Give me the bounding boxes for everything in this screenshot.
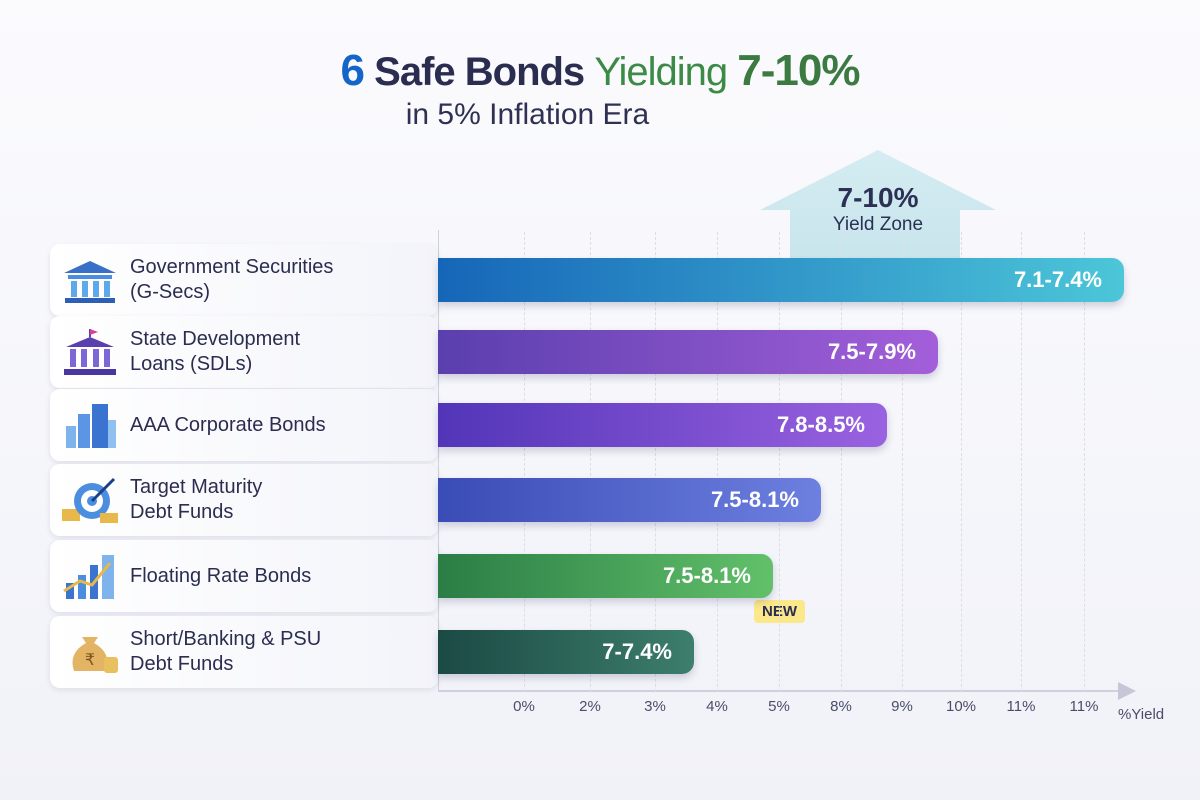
title-range: 7-10% bbox=[737, 46, 860, 95]
yield-zone-arrow: 7-10% Yield Zone bbox=[760, 150, 996, 270]
bar-data-label: 7.5-8.1% bbox=[662, 563, 751, 588]
x-tick-label: 0% bbox=[513, 698, 535, 715]
yield-zone-value: 7-10% bbox=[837, 182, 919, 213]
category-card: AAA Corporate Bonds bbox=[50, 389, 438, 461]
bar-data-label: 7.1-7.4% bbox=[1013, 267, 1102, 292]
bar-data-label: 7-7.4% bbox=[602, 639, 672, 664]
bar-data-label: 7.5-8.1% bbox=[710, 487, 799, 512]
gridline bbox=[655, 232, 656, 692]
chart-subtitle: in 5% Inflation Era bbox=[405, 98, 650, 131]
gridline bbox=[590, 232, 591, 692]
x-axis-label: %Yield bbox=[1118, 706, 1165, 723]
category-label-line: State Development bbox=[130, 328, 301, 350]
x-tick-label: 8% bbox=[830, 698, 852, 715]
x-axis-line bbox=[438, 690, 1126, 692]
category-label-line: Loans (SDLs) bbox=[130, 353, 253, 375]
category-label: State Development Loans (SDLs) bbox=[130, 327, 300, 377]
x-tick-label: 11% bbox=[1006, 698, 1036, 715]
rising-bars-icon bbox=[50, 551, 130, 601]
gridline bbox=[841, 232, 842, 692]
x-tick-label: 4% bbox=[706, 698, 728, 715]
category-label: Target Maturity Debt Funds bbox=[130, 475, 262, 525]
rupee-moneybag-icon: ₹ bbox=[50, 627, 130, 677]
gridline bbox=[1021, 232, 1022, 692]
title-part: Yielding bbox=[594, 50, 728, 94]
yield-zone-label: Yield Zone bbox=[832, 214, 924, 235]
y-axis-line bbox=[438, 230, 439, 692]
gridline bbox=[779, 232, 780, 692]
bar-data-label: 7.8-8.5% bbox=[776, 412, 865, 437]
bank-building-icon bbox=[50, 255, 130, 305]
category-label: Floating Rate Bonds bbox=[130, 564, 311, 589]
category-label: Government Securities (G-Secs) bbox=[130, 255, 333, 305]
bar: 7.1-7.4% bbox=[438, 258, 1124, 302]
up-arrow-icon bbox=[760, 150, 996, 270]
bar: 7.5-7.9% bbox=[438, 330, 938, 374]
state-building-icon bbox=[50, 327, 130, 377]
category-label-line: AAA Corporate Bonds bbox=[130, 413, 326, 436]
category-label-line: Floating Rate Bonds bbox=[130, 564, 312, 587]
gridline bbox=[961, 232, 962, 692]
gridline bbox=[717, 232, 718, 692]
category-label-line: Short/Banking & PSU bbox=[130, 628, 322, 650]
x-tick-label: 9% bbox=[891, 698, 913, 715]
title-number: 6 bbox=[340, 46, 366, 95]
category-label: AAA Corporate Bonds bbox=[130, 413, 326, 438]
bar-data-label: 7.5-7.9% bbox=[827, 339, 916, 364]
chart-title: 6 Safe Bonds Yielding 7-10% bbox=[0, 46, 1200, 96]
category-card: Floating Rate Bonds bbox=[50, 540, 438, 612]
category-card: State Development Loans (SDLs) bbox=[50, 316, 438, 388]
category-label-line: Debt Funds bbox=[130, 501, 234, 523]
x-tick-label: 2% bbox=[579, 698, 601, 715]
category-label-line: Government Securities bbox=[130, 256, 334, 278]
gridline bbox=[902, 232, 903, 692]
category-label: Short/Banking & PSU Debt Funds bbox=[130, 627, 321, 677]
x-tick-label: 3% bbox=[644, 698, 666, 715]
x-tick-label: 11% bbox=[1069, 698, 1099, 715]
gridline bbox=[524, 232, 525, 692]
category-card: Government Securities (G-Secs) bbox=[50, 244, 438, 316]
bar: 7.5-8.1% bbox=[438, 554, 773, 598]
x-tick-label: 10% bbox=[945, 698, 977, 715]
category-label-line: Target Maturity bbox=[130, 476, 263, 498]
category-card: ₹ Short/Banking & PSU Debt Funds bbox=[50, 616, 438, 688]
x-tick-label: 5% bbox=[768, 698, 790, 715]
category-label-line: (G-Secs) bbox=[130, 281, 210, 303]
bar: 7.5-8.1% bbox=[438, 478, 821, 522]
office-tower-icon bbox=[50, 400, 130, 450]
category-card: Target Maturity Debt Funds bbox=[50, 464, 438, 536]
bar: 7.8-8.5% bbox=[438, 403, 887, 447]
category-label-line: Debt Funds bbox=[130, 653, 234, 675]
title-part: Safe Bonds bbox=[374, 50, 585, 94]
bar: 7-7.4% bbox=[438, 630, 694, 674]
gridline bbox=[1084, 232, 1085, 692]
axis-arrow-icon bbox=[1118, 682, 1136, 700]
svg-text:₹: ₹ bbox=[85, 650, 95, 669]
target-growth-icon bbox=[50, 475, 130, 525]
